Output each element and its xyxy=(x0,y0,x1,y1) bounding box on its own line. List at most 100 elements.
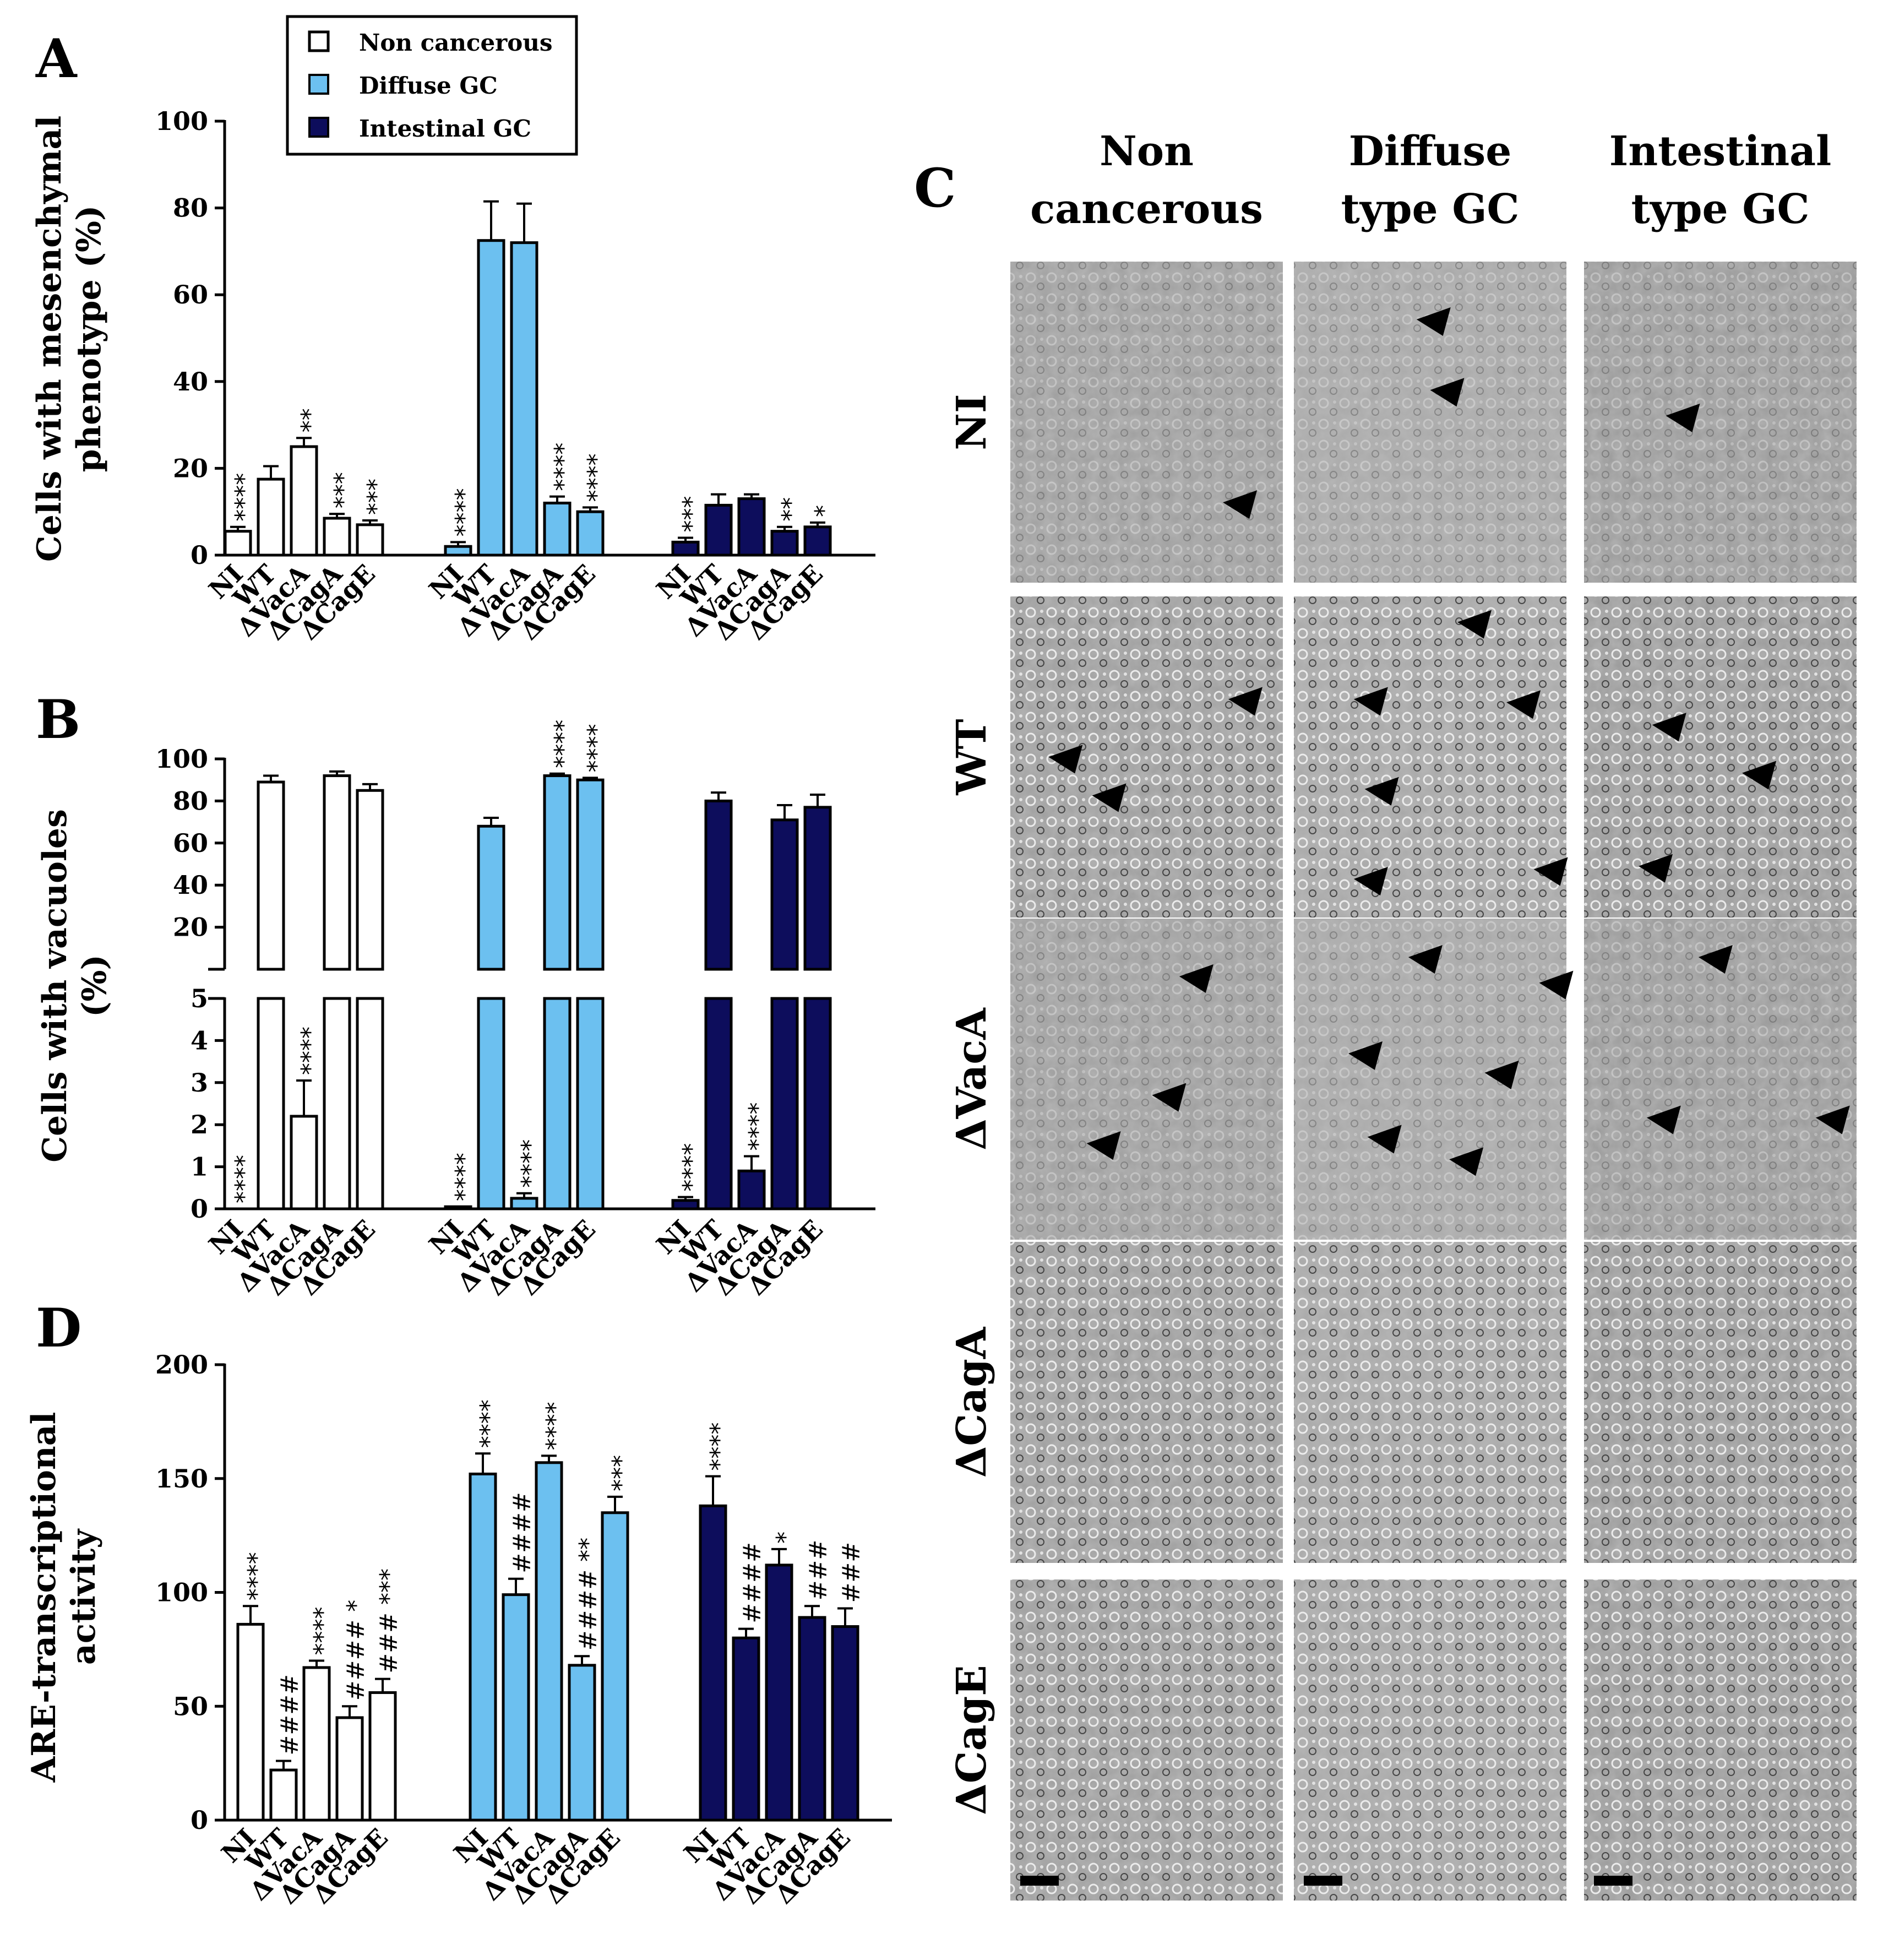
arrowhead-marker xyxy=(1353,687,1388,716)
d-y-tick-label-150: 150 xyxy=(155,1464,208,1494)
a-significance-mark: * xyxy=(810,505,838,517)
a-y-tick-label-100: 100 xyxy=(155,106,208,136)
micrograph-vaca-3 xyxy=(1584,919,1857,1240)
c-column-header-1-line-1: Non xyxy=(1100,128,1194,175)
d-error-bar-1-3 xyxy=(574,1655,590,1665)
d-significance-mark: * xyxy=(771,1532,799,1544)
a-error-bar-2-1 xyxy=(711,493,726,506)
b-significance-mark: **** xyxy=(583,724,611,772)
a-y-tick-label-60: 60 xyxy=(173,280,208,310)
d-significance-mark: ### xyxy=(837,1542,866,1603)
b-y-tick-label-3: 3 xyxy=(191,1068,208,1098)
c-column-header-3-line-2: type GC xyxy=(1631,186,1810,233)
d-error-bar-0-3 xyxy=(342,1705,357,1718)
b-bar-1-1 xyxy=(477,824,505,971)
b-error-bar-2-2 xyxy=(744,1155,759,1171)
b-y-tick-label-40: 40 xyxy=(173,870,208,900)
d-significance-mark: ### *** xyxy=(375,1568,403,1674)
b-y-tick-label-1: 1 xyxy=(191,1152,208,1182)
arrowhead-marker xyxy=(1092,783,1126,812)
legend-label-non-cancerous: Non cancerous xyxy=(359,29,553,56)
d-error-bar-0-1 xyxy=(276,1760,291,1771)
d-significance-mark: #### xyxy=(738,1542,766,1623)
a-bar-0-0 xyxy=(224,530,252,557)
micrograph-cage-3 xyxy=(1584,1579,1857,1901)
micrograph-caga-1 xyxy=(1010,1242,1283,1563)
b-bar-2-0 xyxy=(671,1199,700,1210)
a-bar-0-4 xyxy=(356,523,384,557)
b-lower-bar-2-4 xyxy=(803,997,832,1210)
micrograph-cage-2 xyxy=(1294,1579,1566,1901)
legend-swatch-diffuse xyxy=(308,74,329,95)
a-bar-0-3 xyxy=(323,517,351,557)
arrowhead-marker xyxy=(1646,1105,1681,1134)
b-bar-0-4 xyxy=(356,789,384,971)
b-y-tick-label-0: 0 xyxy=(191,1194,208,1224)
d-significance-mark: #### xyxy=(276,1674,304,1755)
arrowhead-marker xyxy=(1353,867,1388,896)
b-bar-0-2 xyxy=(290,1115,318,1210)
d-bar-1-3 xyxy=(568,1664,596,1822)
d-y-tick-label-200: 200 xyxy=(155,1350,208,1380)
a-bar-2-0 xyxy=(671,540,700,557)
micrograph-vaca-2 xyxy=(1294,919,1566,1240)
micrograph-ni-2 xyxy=(1294,262,1566,583)
arrowhead-marker xyxy=(1742,761,1777,790)
arrowhead-marker xyxy=(1666,403,1700,432)
arrowhead-marker xyxy=(1416,307,1451,336)
micrograph-vaca-1 xyxy=(1010,919,1283,1240)
a-y-tick-label-0: 0 xyxy=(191,540,208,570)
scale-bar xyxy=(1304,1876,1342,1886)
scale-bar xyxy=(1594,1876,1632,1886)
arrowhead-marker xyxy=(1698,944,1733,974)
d-y-tick-label-0: 0 xyxy=(191,1805,208,1835)
micrograph-cage-1 xyxy=(1010,1579,1283,1901)
arrowhead-marker xyxy=(1484,1060,1519,1089)
arrowhead-marker xyxy=(1408,944,1443,974)
d-significance-mark: **** xyxy=(243,1552,271,1600)
b-lower-bar-2-1 xyxy=(704,997,733,1210)
d-bar-0-3 xyxy=(335,1716,364,1822)
d-significance-mark: **** xyxy=(475,1399,503,1448)
d-y-tick-label-100: 100 xyxy=(155,1578,208,1608)
c-row-label-caga: ΔCagA xyxy=(948,1326,995,1478)
a-bar-2-2 xyxy=(737,497,766,557)
arrowhead-marker xyxy=(1457,610,1492,639)
micrograph-ni-3 xyxy=(1584,262,1857,583)
micrograph-wt-2 xyxy=(1294,596,1566,917)
arrowhead-marker xyxy=(1179,964,1213,993)
d-bar-2-3 xyxy=(798,1616,826,1822)
a-bar-2-4 xyxy=(803,525,832,557)
b-error-bar-2-1 xyxy=(711,791,726,801)
d-bar-2-4 xyxy=(831,1625,859,1822)
b-significance-mark: **** xyxy=(678,1143,706,1192)
b-significance-mark: **** xyxy=(744,1103,772,1151)
b-y-tick-label-20: 20 xyxy=(173,913,208,942)
d-error-bar-0-4 xyxy=(375,1677,390,1693)
d-significance-mark: **** xyxy=(705,1423,733,1471)
a-error-bar-0-2 xyxy=(296,437,312,447)
a-bar-1-1 xyxy=(477,239,505,557)
a-significance-mark: *** xyxy=(362,479,390,515)
a-y-tick-label-80: 80 xyxy=(173,193,208,223)
d-error-bar-2-3 xyxy=(804,1605,820,1617)
d-significance-mark: #### * xyxy=(342,1600,370,1701)
b-lower-bar-1-1 xyxy=(477,997,505,1210)
legend: Non cancerous Diffuse GC Intestinal GC xyxy=(286,15,578,156)
a-bar-1-0 xyxy=(444,545,472,557)
a-ylabel-line-1: Cells with mesenchymal xyxy=(30,116,69,562)
a-significance-mark: ** xyxy=(777,497,805,522)
scale-bar xyxy=(1020,1876,1059,1886)
b-bar-2-4 xyxy=(803,806,832,971)
b-y-tick-label-5: 5 xyxy=(191,984,208,1013)
d-error-bar-1-4 xyxy=(607,1495,623,1513)
b-error-bar-1-1 xyxy=(483,816,499,827)
b-y-tick-label-2: 2 xyxy=(191,1110,208,1139)
d-bar-2-0 xyxy=(699,1504,727,1822)
micrograph-wt-3 xyxy=(1584,596,1857,917)
d-bar-0-0 xyxy=(236,1622,265,1822)
a-significance-mark: **** xyxy=(230,473,258,522)
legend-swatch-non-cancerous xyxy=(308,30,330,52)
d-significance-mark: *** xyxy=(607,1455,635,1491)
b-bar-0-1 xyxy=(257,780,285,971)
